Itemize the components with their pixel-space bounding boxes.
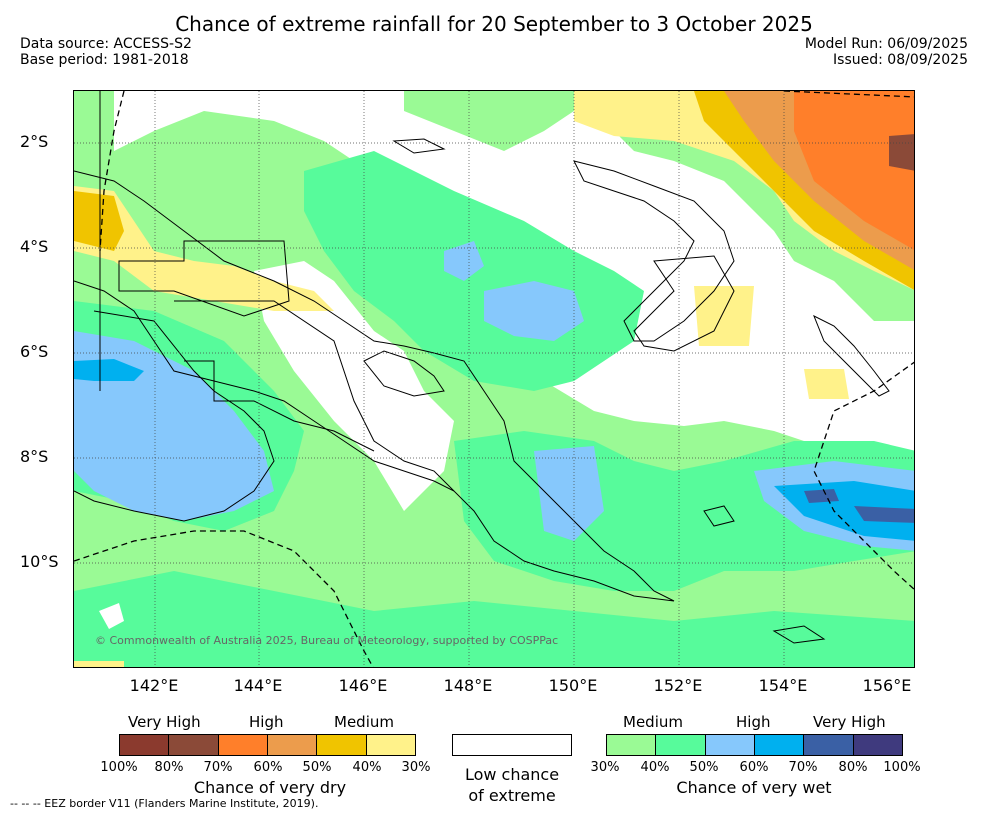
coastline xyxy=(813,314,890,397)
low-chance-area xyxy=(114,91,914,459)
data-source-block: Data source: ACCESS-S2 Base period: 1981… xyxy=(20,36,192,68)
low-chance-line1: Low chance xyxy=(464,765,560,784)
wet-high-area xyxy=(444,241,484,281)
lat-label: 8°S xyxy=(20,447,49,466)
dry-swatch xyxy=(366,735,415,755)
dry-tick: 30% xyxy=(401,760,431,775)
dry-category-medium: Medium xyxy=(334,713,394,731)
wet-colorbar xyxy=(606,734,903,756)
lat-label: 10°S xyxy=(20,552,59,571)
wet-tick: 30% xyxy=(590,760,620,775)
model-run: Model Run: 06/09/2025 xyxy=(804,36,968,52)
island xyxy=(703,505,735,527)
wet-high-area xyxy=(484,281,584,341)
dry-colorbar xyxy=(119,734,416,756)
lon-label: 152°E xyxy=(653,676,703,695)
map-canvas xyxy=(74,91,914,667)
eez-border-note: -- -- -- EEZ border V11 (Flanders Marine… xyxy=(10,797,319,810)
dry-swatch xyxy=(218,735,268,755)
wet-category-medium: Medium xyxy=(623,713,683,731)
wet-swatch xyxy=(607,735,657,755)
dry-medium-area xyxy=(804,369,849,399)
eez-border xyxy=(74,530,374,667)
dry-very-high-area xyxy=(889,134,914,171)
province-border xyxy=(118,240,290,317)
wet-tick: 70% xyxy=(788,760,818,775)
dry-tick: 50% xyxy=(302,760,332,775)
island xyxy=(392,138,446,154)
low-chance-line2: of extreme xyxy=(468,786,556,805)
eez-border xyxy=(813,361,914,591)
wet-swatch xyxy=(853,735,902,755)
coastline xyxy=(74,170,675,602)
lon-label: 154°E xyxy=(758,676,808,695)
base-period: Base period: 1981-2018 xyxy=(20,52,189,68)
lon-label: 146°E xyxy=(338,676,388,695)
dry-medium-area xyxy=(74,661,124,667)
wet-tick: 80% xyxy=(838,760,868,775)
map-title: Chance of extreme rainfall for 20 Septem… xyxy=(175,12,813,36)
wet-swatch xyxy=(656,735,706,755)
wet-caption: Chance of very wet xyxy=(676,778,832,797)
dry-tick: 80% xyxy=(154,760,184,775)
lon-label: 156°E xyxy=(862,676,912,695)
run-info-block: Model Run: 06/09/2025 Issued: 08/09/2025 xyxy=(805,36,968,68)
wet-category-high: High xyxy=(736,713,771,731)
lat-label: 4°S xyxy=(20,237,49,256)
coastline xyxy=(573,160,735,342)
copyright-notice: © Commonwealth of Australia 2025, Bureau… xyxy=(95,634,559,647)
wet-very-high-area xyxy=(74,359,144,381)
coastline xyxy=(74,310,275,522)
dry-tick: 100% xyxy=(100,760,138,775)
island xyxy=(772,625,826,644)
dry-caption: Chance of very dry xyxy=(193,778,347,797)
dry-medium-area xyxy=(74,191,124,251)
wet-swatch xyxy=(754,735,805,755)
dry-category-very-high: Very High xyxy=(128,713,201,731)
eez-border xyxy=(783,91,914,98)
lon-label: 148°E xyxy=(443,676,493,695)
dry-swatch xyxy=(267,735,318,755)
wet-very-high-area xyxy=(854,506,914,523)
province-border xyxy=(184,360,375,452)
wet-swatch xyxy=(804,735,854,755)
issued-date: Issued: 08/09/2025 xyxy=(833,52,968,68)
rainfall-map xyxy=(73,90,915,668)
dry-medium-area xyxy=(694,286,754,346)
wet-high-area xyxy=(534,446,604,541)
low-chance-area xyxy=(254,261,454,511)
wet-swatch xyxy=(705,735,755,755)
lat-label: 2°S xyxy=(20,132,49,151)
low-chance-area xyxy=(99,603,124,629)
dry-swatch xyxy=(120,735,170,755)
eez-border xyxy=(99,91,125,252)
wet-tick: 60% xyxy=(739,760,769,775)
lon-label: 150°E xyxy=(548,676,598,695)
dry-tick: 70% xyxy=(203,760,233,775)
low-chance-label: Low chance of extreme xyxy=(432,764,592,806)
graticule xyxy=(74,91,914,667)
dry-swatch xyxy=(317,735,367,755)
low-chance-swatch xyxy=(452,734,572,756)
dry-tick: 60% xyxy=(253,760,283,775)
dry-medium-area xyxy=(74,186,334,311)
wet-tick: 40% xyxy=(640,760,670,775)
lon-label: 144°E xyxy=(233,676,283,695)
wet-medium-area xyxy=(74,571,914,667)
wet-very-high-area xyxy=(804,489,839,503)
coastline xyxy=(633,255,735,352)
wet-category-very-high: Very High xyxy=(813,713,886,731)
data-source: Data source: ACCESS-S2 xyxy=(20,36,192,52)
dry-high-area xyxy=(794,91,914,250)
wet-tick: 50% xyxy=(689,760,719,775)
dry-swatch xyxy=(169,735,219,755)
wet-tick: 100% xyxy=(883,760,921,775)
lat-label: 6°S xyxy=(20,342,49,361)
dry-category-high: High xyxy=(249,713,284,731)
lon-label: 142°E xyxy=(129,676,179,695)
dry-tick: 40% xyxy=(352,760,382,775)
